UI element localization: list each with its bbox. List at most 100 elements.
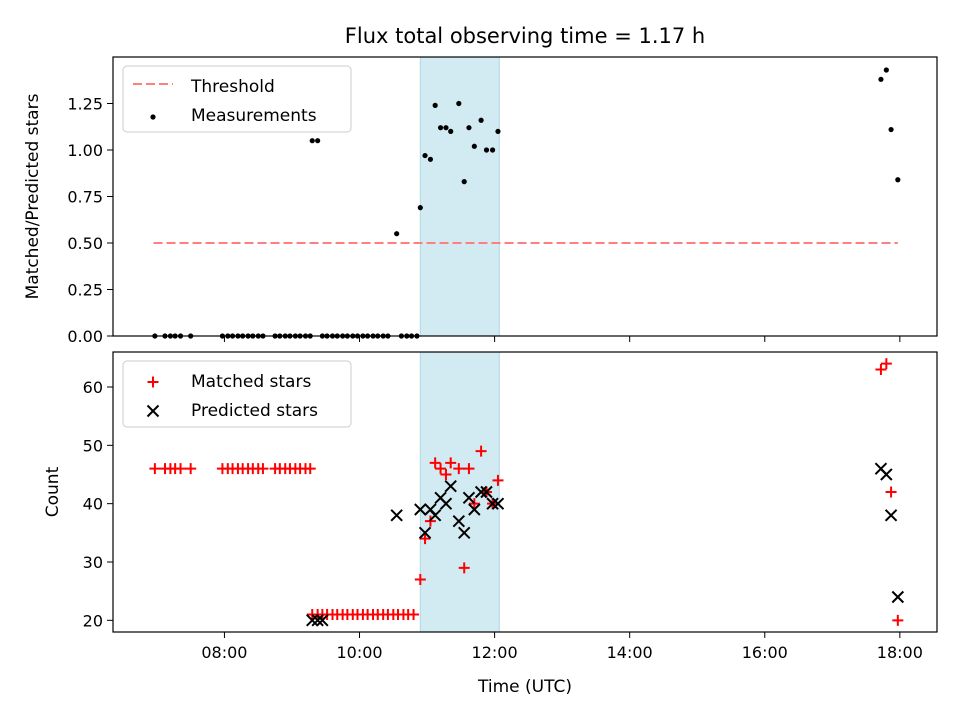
measurement-point: 09:23 → 1.05 [315,138,321,144]
matched-star-point [440,469,452,480]
measurement-point: 09:18 → 1.05 [309,138,315,144]
top-x-axis-ticks [223,336,901,342]
measurement-point: 17:43 → 1.38 [878,76,884,82]
predicted-star-point [884,509,898,522]
legend-matched-swatch [147,376,159,388]
x-tick-label: 16:00 [742,643,788,662]
matched-star-point [885,486,897,498]
predicted-star-point [474,485,488,499]
measurement-point: 11:12 → 1.12 [437,125,444,131]
predicted-star-point [452,514,466,528]
measurement-point: 11:48 → 1.16 [478,117,484,123]
predicted-star-point [891,590,905,604]
top-plot: 06:58 → 007:07 → 007:12 → 007:16 → 007:2… [23,56,938,346]
bottom-y-tick-label: 60 [83,378,103,397]
matched-star-point [445,457,457,469]
matched-star-point [880,358,892,370]
predicted-star-point [462,491,476,505]
predicted-star-point [468,503,481,516]
measurement-point: 11:42 → 1.02 [471,143,477,149]
measurement-point: 11:33 → 0.83 [461,179,467,185]
top-y-tick-label: 0.75 [67,188,103,207]
measurement-point: 17:52 → 1.11 [888,126,894,133]
measurement-point: 11:03 → 0.95 [427,156,434,162]
predicted-star-point [458,526,471,540]
matched-star-point [429,457,441,469]
top-legend: Threshold Measurements [122,65,352,133]
matched-star-point [304,463,316,475]
measurement-point: 17:58 → 0.84 [895,177,901,183]
matched-star-point [185,463,197,475]
measurement-point: 17:48 → 1.43 [883,67,889,73]
matched-star-point [453,463,465,475]
matched-star-point [419,533,431,545]
predicted-star-point [491,497,505,510]
measurement-point: 10:33 → 0.55 [394,231,400,237]
measurement-point: 11:07 → 1.24 [432,102,438,108]
matched-star-point [458,562,470,574]
top-y-tick-label: 0.50 [67,234,103,253]
x-tick-label: 18:00 [877,643,923,662]
matched-star-point [492,474,504,486]
top-y-axis-label: Matched/Predicted stars [23,93,43,299]
predicted-star-point [390,509,403,522]
matched-star-point [149,463,161,475]
measurement-point: 11:28 → 1.25 [456,100,462,107]
x-axis-label: Time (UTC) [477,677,572,697]
bottom-y-tick-label: 20 [83,611,103,630]
matched-star-point [463,463,475,475]
matched-star-point [175,463,187,475]
predicted-star-point [444,479,457,493]
x-tick-label: 14:00 [607,643,653,662]
bottom-plot-frame [112,351,938,633]
top-y-axis-ticks: 0.00 0.25 0.50 0.75 1.00 1.25 [67,95,113,346]
bottom-legend: Matched stars Predicted stars [122,360,352,428]
predicted-star-point [316,614,329,627]
legend-measurement-swatch [150,114,156,120]
bottom-y-tick-label: 30 [83,553,103,572]
matched-star-point [475,445,487,457]
matched-star-point [875,364,887,375]
top-y-tick-label: 1.25 [67,95,103,114]
chart-title: Flux total observing time = 1.17 h [345,24,705,48]
legend-label: Matched stars [191,372,311,392]
bottom-plot-marks [149,358,905,627]
top-observing-interval-shade [419,56,500,337]
measurement-point: 11:53 → 1 [483,147,490,153]
top-legend-box [122,65,352,133]
top-y-tick-label: 0.25 [67,281,103,300]
predicted-star-point [880,468,893,481]
predicted-star-point [486,497,499,510]
bottom-y-axis-label: Count [43,466,63,517]
x-tick-label: 08:00 [201,643,247,662]
matched-star-point [257,463,269,475]
top-y-tick-label: 1.00 [67,141,103,160]
legend-label: Predicted stars [191,401,318,421]
legend-predicted-swatch [146,404,160,418]
bottom-y-tick-label: 40 [83,495,103,514]
measurement-point: 11:17 → 1.12 [443,125,449,131]
matched-star-point [892,614,904,626]
measurement-point: 12:03 → 1.1 [495,128,501,134]
bottom-y-tick-label: 50 [83,436,103,455]
top-y-tick-label: 0.00 [67,327,103,346]
predicted-star-point [428,509,442,522]
bottom-plot: 20 30 40 50 60 08:00 10:00 12:00 14:00 16:00 18:0… [43,351,938,697]
bottom-x-axis-ticks: 08:00 10:00 12:00 14:00 16:00 18:00 [201,632,923,662]
measurement-point: 11:37 → 1.12 [466,125,472,131]
matched-star-point [468,498,480,510]
matched-star-point [435,463,447,475]
predicted-star-point [418,526,432,540]
predicted-star-point [306,614,319,627]
measurement-point: 11:21 → 1.1 [448,128,454,134]
x-tick-label: 10:00 [336,643,382,662]
matched-star-point [414,574,426,585]
matched-star-point [408,609,420,620]
legend-label: Measurements [191,106,317,126]
bottom-legend-box [122,360,352,428]
measurement-point: 11:58 → 1 [489,147,496,153]
predicted-star-point [439,497,453,510]
measurement-point: 10:58 → 0.97 [422,152,428,159]
x-tick-label: 12:00 [472,643,518,662]
